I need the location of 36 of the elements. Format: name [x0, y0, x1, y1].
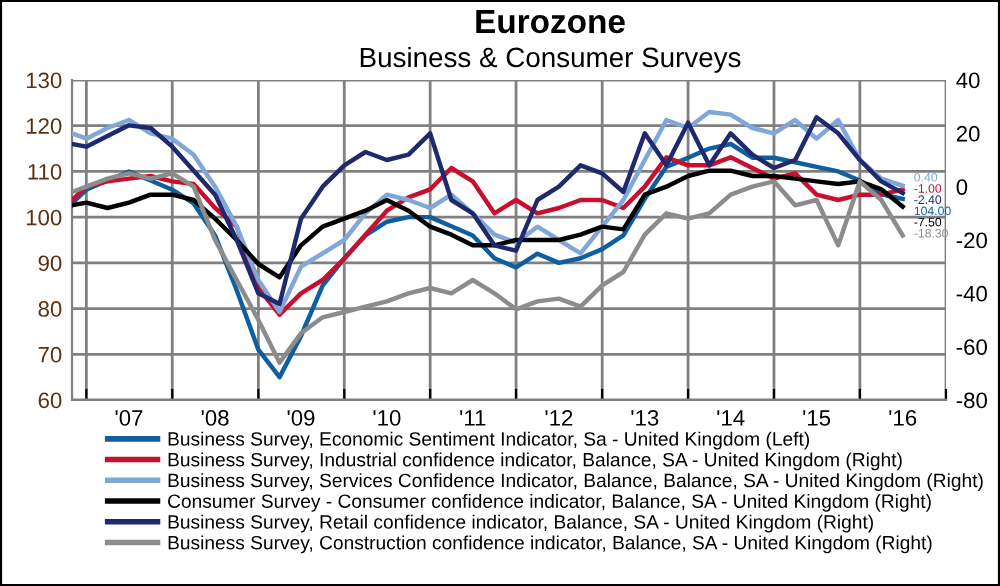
y-tick-label: 130 [26, 72, 62, 89]
legend-label: Business Survey, Services Confidence Indicator, Balance, Balance, SA - United Kingdom (Right) [168, 473, 983, 492]
y-tick-label: 90 [38, 255, 62, 272]
line-series [72, 141, 905, 380]
y-tick-label: 70 [38, 346, 62, 363]
legend-label: Business Survey, Construction confidence indicator, Balance, SA - United Kingdom (Right) [168, 535, 932, 554]
y-tick-label: 110 [28, 163, 62, 180]
chart-title: Eurozone [476, 10, 625, 34]
y-tick-label: 120 [26, 118, 62, 134]
x-tick-label: '16 [889, 410, 917, 426]
x-tick-label: '14 [717, 410, 745, 426]
legend-label: Business Survey, Retail confidence indicator, Balance, SA - United Kingdom (Right) [168, 514, 873, 533]
x-tick-label: '11 [460, 410, 486, 426]
y2-tick-label: -80 [956, 392, 987, 409]
y2-tick-label: -20 [956, 232, 987, 249]
legend-label: Consumer Survey - Consumer confidence indicator, Balance, SA - United Kingdom (Right) [168, 493, 931, 512]
x-tick-label: '15 [803, 410, 831, 426]
x-tick-label: '08 [201, 410, 229, 426]
x-tick-label: '07 [115, 410, 143, 426]
y2-tick-label: -40 [956, 285, 987, 302]
y-tick-label: 100 [26, 209, 62, 226]
legend-label: Business Survey, Industrial confidence indicator, Balance, SA - United Kingdom (Right) [168, 452, 902, 471]
x-tick-label: '13 [631, 410, 659, 426]
line-series [72, 155, 905, 317]
legend-label: Business Survey, Economic Sentiment Indicator, Sa - United Kingdom (Left) [168, 431, 809, 450]
chart-subtitle: Business & Consumer Surveys [360, 46, 741, 73]
x-tick-label: '10 [373, 410, 401, 426]
line-series [72, 168, 905, 280]
y2-tick-label: 40 [956, 72, 980, 89]
y2-tick-label: 0 [956, 179, 968, 195]
x-tick-label: '09 [287, 410, 315, 426]
y-tick-label: 60 [38, 392, 62, 409]
y2-tick-label: -60 [956, 339, 987, 355]
y-tick-label: 80 [38, 301, 62, 317]
x-tick-label: '12 [545, 410, 573, 426]
y2-tick-label: 20 [956, 125, 980, 142]
